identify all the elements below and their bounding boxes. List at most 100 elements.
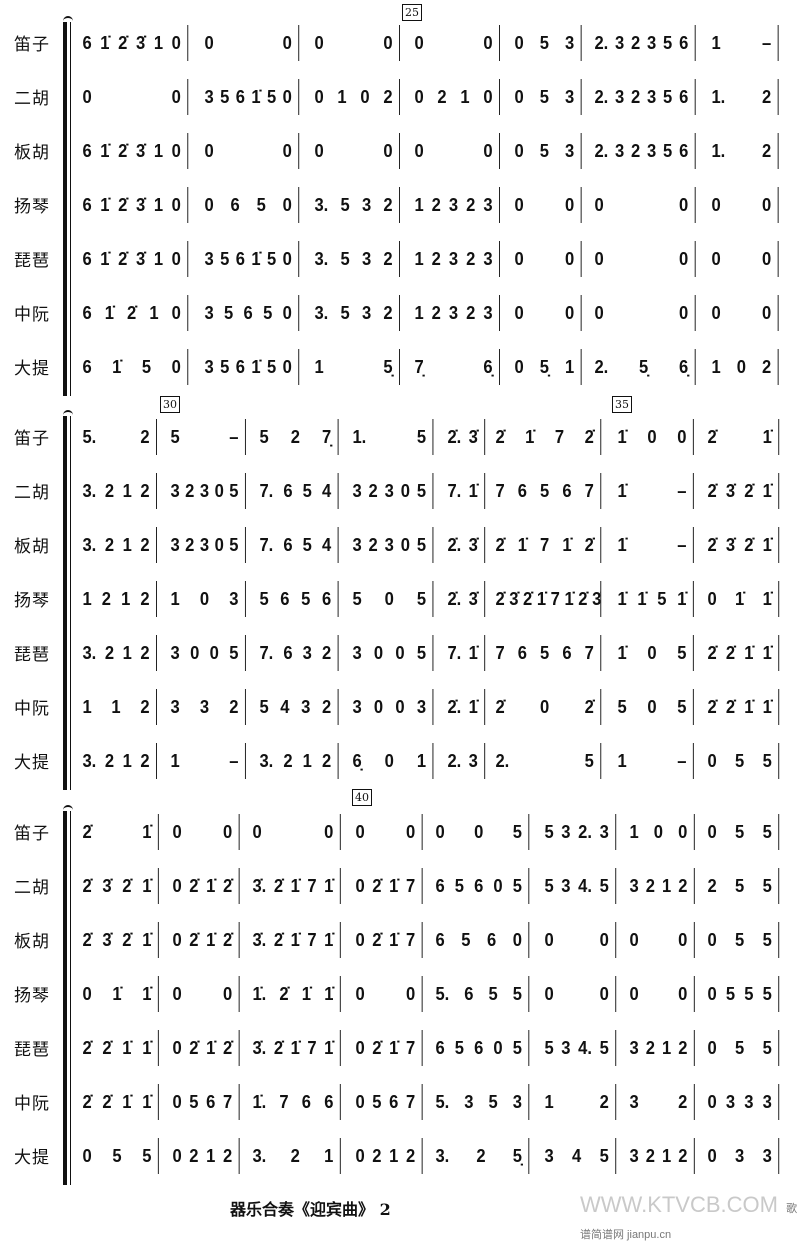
measure: 0 0 — [308, 25, 400, 61]
measure: 5 3 4. 5 — [538, 1030, 617, 1066]
measure: 0 5̣ 1 — [508, 349, 582, 385]
measure: 3̇. 2̇ 1̇ 7 1̇ — [246, 868, 341, 904]
measure: 2̇ 1̇ 7 1̇ 2̇ — [489, 527, 602, 563]
measure: 5 2 7̣ — [253, 419, 339, 455]
measure: 3 5 6 5 0 — [198, 295, 300, 331]
measure: 3 0 0 5 — [346, 635, 434, 671]
instrument-label: 中阮 — [14, 1094, 50, 1114]
staff-row: 二胡 2̇ 3̇ 2̇ 1̇ 0 2̇ 1̇ 2̇ 3̇. 2̇ 1̇ 7 1̇ 0 2… — [0, 859, 800, 913]
measure: 0 0 — [308, 133, 400, 169]
measure: 0 0 — [76, 79, 189, 115]
measure: 0 5 6 7 — [166, 1084, 240, 1120]
measure: 0 0 — [538, 976, 617, 1012]
measure: 5. 3 5 3 — [429, 1084, 530, 1120]
measure: 2. 3 2 3 5 6 — [588, 25, 696, 61]
measures: 2̇ 3̇ 2̇ 1̇ 0 2̇ 1̇ 2̇ 3̇. 2̇ 1̇ 7 1̇ 0 2̇ … — [76, 868, 786, 904]
instrument-label: 二胡 — [14, 878, 50, 898]
measure: 3. 2 1 2 — [76, 635, 157, 671]
measure: 3. 5 3 2 — [308, 295, 400, 331]
measure: 0 1̇ 1̇ — [76, 976, 159, 1012]
measure: 5 3 2. 3 — [538, 814, 617, 850]
measure: 1 0 0 — [623, 814, 695, 850]
measure: 0 5 5 — [701, 814, 780, 850]
measure: 0 0 — [246, 814, 341, 850]
measure: 2̇ 1̇ 7 2̇ — [489, 419, 602, 455]
measure: 0 0 — [408, 25, 500, 61]
measure: 7. 6 3 2 — [253, 635, 339, 671]
measure: 0 6 5 0 — [198, 187, 300, 223]
measure: 0 0 — [508, 241, 582, 277]
measure: 0 0 — [349, 814, 423, 850]
footer-title: 器乐合奏《迎宾曲》 — [230, 1200, 375, 1219]
measure: 0 5 5 — [701, 922, 780, 958]
measure: 5 0 5 — [611, 689, 694, 725]
measure: 1̇. 7 6 6 — [246, 1084, 341, 1120]
measure: 2̇ 0 2̇ — [489, 689, 602, 725]
instrument-label: 板胡 — [14, 932, 50, 952]
measure: 1 2 3 2 3 — [408, 295, 500, 331]
measure: 3 0 0 3 — [346, 689, 434, 725]
instrument-label: 板胡 — [14, 537, 50, 557]
measure: 3. 2 1 2 — [253, 743, 339, 779]
instrument-label: 笛子 — [14, 824, 50, 844]
measure: 3 2 1 2 — [623, 868, 695, 904]
measure: 1 – — [705, 25, 779, 61]
instrument-label: 琵琶 — [14, 251, 50, 271]
measure: 1 0 2 — [705, 349, 779, 385]
measure: 0 2̇ 1̇ 2̇ — [166, 922, 240, 958]
measure: 7 6 5 6 7 — [489, 473, 602, 509]
instrument-label: 中阮 — [14, 305, 50, 325]
measure: 7 6 5 6 7 — [489, 635, 602, 671]
measure: 0 2̇ 1̇ 7 — [349, 922, 423, 958]
measure: 3. 2 1 2 — [76, 743, 157, 779]
measure: 2. 3 2 3 5 6 — [588, 133, 696, 169]
measure: 2̇. 3̇ — [441, 527, 486, 563]
instrument-label: 琵琶 — [14, 645, 50, 665]
measure: 3. 2 5̣ — [429, 1138, 530, 1174]
measure: 1 5̣ — [308, 349, 400, 385]
measure: 0 5 3 — [508, 25, 582, 61]
measure: 6 5 6 0 5 — [429, 1030, 530, 1066]
measure: 1 0 3 — [164, 581, 246, 617]
measure: 1. 5 — [346, 419, 434, 455]
measure: 0 2̇ 1̇ 2̇ — [166, 868, 240, 904]
measure: 1. 2 — [705, 79, 779, 115]
measure: 3 5 6 1̇ 5 0 — [198, 79, 300, 115]
measure: 0 0 — [588, 241, 696, 277]
measure: 1 1 2 — [76, 689, 157, 725]
measure: 0 1 0 2 — [308, 79, 400, 115]
measure: 0 5 5 — [701, 1030, 780, 1066]
measure: 0 0 — [508, 187, 582, 223]
measure: 2̇ 2̇ 1̇ 1̇ — [76, 1084, 159, 1120]
measure: 1̇ 0 5 — [611, 635, 694, 671]
measure: 3 4 5 — [538, 1138, 617, 1174]
instrument-label: 扬琴 — [14, 197, 50, 217]
measures: 2̇ 2̇ 1̇ 1̇ 0 2̇ 1̇ 2̇ 3̇. 2̇ 1̇ 7 1̇ 0 2̇ … — [76, 1030, 786, 1066]
measure: 3 2 1 2 — [623, 1138, 695, 1174]
staff-row: 板胡 2̇ 3̇ 2̇ 1̇ 0 2̇ 1̇ 2̇ 3̇. 2̇ 1̇ 7 1̇ 0 2… — [0, 913, 800, 967]
measure: 0 0 — [166, 814, 240, 850]
measure: 3. 2 1 2 — [76, 473, 157, 509]
measure: 2̇ 2̇ 1̇ 1̇ — [701, 635, 780, 671]
measure: 0 0 5 — [429, 814, 530, 850]
system-bracket — [63, 410, 73, 790]
measure: 2̇ 3̇ 2̇ 1̇ — [76, 868, 159, 904]
measure: 0 0 — [198, 25, 300, 61]
measure: 0 5 5 5 — [701, 976, 780, 1012]
measure: 3 2 3 0 5 — [164, 473, 246, 509]
measure: 3. 2 1 2 — [76, 527, 157, 563]
measure: 1. 2 — [705, 133, 779, 169]
